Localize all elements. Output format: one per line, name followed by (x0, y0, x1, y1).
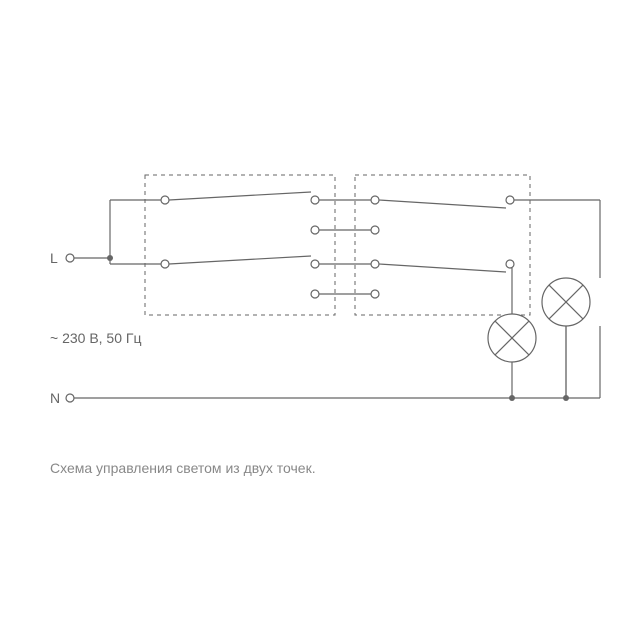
label-voltage: ~ 230 В, 50 Гц (50, 330, 142, 346)
label-L: L (50, 250, 58, 266)
label-N: N (50, 390, 60, 406)
diagram-caption: Схема управления светом из двух точек. (50, 460, 316, 476)
circuit-diagram (0, 0, 640, 640)
